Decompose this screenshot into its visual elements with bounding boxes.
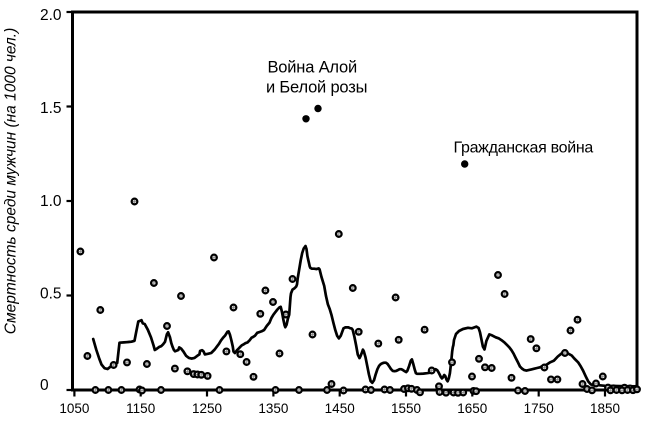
svg-text:1550: 1550 bbox=[391, 401, 421, 416]
svg-text:1450: 1450 bbox=[325, 401, 355, 416]
svg-text:1.5: 1.5 bbox=[40, 100, 62, 117]
svg-text:и Белой розы: и Белой розы bbox=[266, 79, 367, 97]
svg-text:1.0: 1.0 bbox=[40, 193, 62, 210]
svg-text:1050: 1050 bbox=[59, 401, 89, 416]
svg-text:0: 0 bbox=[40, 377, 49, 394]
svg-text:0.5: 0.5 bbox=[40, 286, 62, 303]
svg-text:Смертность среди мужчин (на 10: Смертность среди мужчин (на 1000 чел.) bbox=[3, 28, 20, 334]
svg-text:1150: 1150 bbox=[126, 401, 155, 416]
svg-text:1250: 1250 bbox=[192, 401, 222, 416]
svg-text:1850: 1850 bbox=[590, 401, 620, 416]
svg-text:Война Алой: Война Алой bbox=[268, 59, 357, 77]
svg-text:1350: 1350 bbox=[258, 401, 288, 416]
svg-text:2.0: 2.0 bbox=[40, 7, 62, 24]
svg-text:1650: 1650 bbox=[457, 401, 487, 416]
svg-text:1750: 1750 bbox=[524, 401, 554, 416]
svg-text:Гражданская война: Гражданская война bbox=[454, 140, 594, 157]
